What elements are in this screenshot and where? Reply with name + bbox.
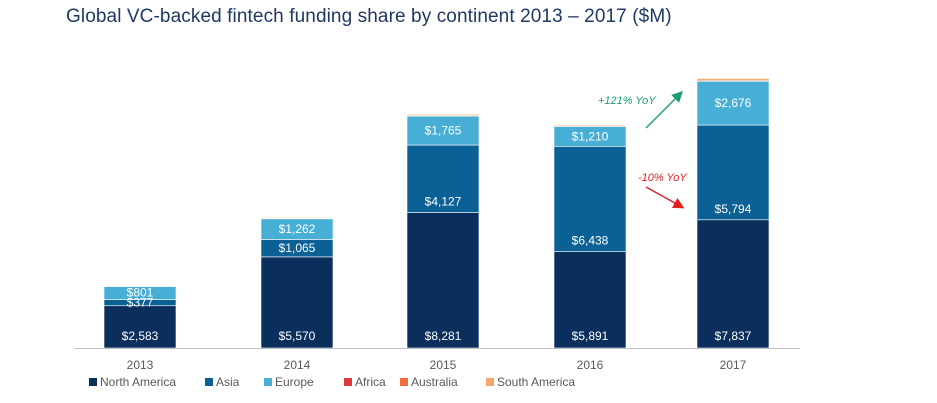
data-label-north-america-2014: $5,570 xyxy=(279,329,316,343)
bar-asia-2016 xyxy=(553,146,627,252)
annotation-europe-yoy: +121% YoY xyxy=(598,95,656,107)
chart-title: Global VC-backed fintech funding share b… xyxy=(66,6,672,27)
data-label-europe-2013: $801 xyxy=(127,285,154,299)
bar-south-america-2014 xyxy=(260,217,334,219)
legend-swatch-asia xyxy=(205,378,213,386)
legend-label-africa: Africa xyxy=(355,375,386,389)
data-label-north-america-2017: $7,837 xyxy=(715,329,752,343)
legend-swatch-africa xyxy=(344,378,352,386)
annotation-europe-arrow xyxy=(645,91,683,129)
x-tick-label-2016: 2016 xyxy=(577,358,604,372)
legend-label-north-america: North America xyxy=(100,375,176,389)
data-label-asia-2015: $4,127 xyxy=(425,195,462,209)
data-label-asia-2014: $1,065 xyxy=(279,241,316,255)
x-tick-label-2017: 2017 xyxy=(720,358,747,372)
data-label-north-america-2015: $8,281 xyxy=(425,329,462,343)
bar-north-america-2017 xyxy=(696,219,770,349)
bar-europe-2015 xyxy=(406,115,480,146)
legend-swatch-europe xyxy=(264,378,272,386)
bar-south-america-2015 xyxy=(406,114,480,116)
data-label-asia-2013: $377 xyxy=(127,296,154,310)
bar-north-america-2013 xyxy=(103,305,177,349)
legend-swatch-australia xyxy=(400,378,408,386)
bar-asia-2017 xyxy=(696,124,770,221)
x-tick-label-2013: 2013 xyxy=(127,358,154,372)
bar-europe-2017 xyxy=(696,80,770,126)
bar-north-america-2015 xyxy=(406,212,480,349)
data-label-europe-2015: $1,765 xyxy=(425,124,462,138)
data-label-north-america-2013: $2,583 xyxy=(122,329,159,343)
legend-label-south-america: South America xyxy=(497,375,575,389)
data-label-asia-2017: $5,794 xyxy=(715,202,752,216)
data-label-europe-2014: $1,262 xyxy=(279,222,316,236)
data-label-europe-2016: $1,210 xyxy=(572,129,609,143)
legend-swatch-south-america xyxy=(486,378,494,386)
x-tick-label-2015: 2015 xyxy=(430,358,457,372)
bar-south-america-2016 xyxy=(553,124,627,127)
annotation-asia-arrow xyxy=(645,186,685,209)
data-label-asia-2016: $6,438 xyxy=(572,234,609,248)
legend-label-australia: Australia xyxy=(411,375,458,389)
data-label-europe-2017: $2,676 xyxy=(715,96,752,110)
annotation-asia-yoy: -10% YoY xyxy=(638,172,687,184)
bar-north-america-2014 xyxy=(260,256,334,349)
bar-asia-2015 xyxy=(406,144,480,213)
bar-north-america-2016 xyxy=(553,251,627,349)
data-label-north-america-2016: $5,891 xyxy=(572,329,609,343)
x-tick-label-2014: 2014 xyxy=(284,358,311,372)
bar-south-america-2017 xyxy=(696,78,770,81)
legend-label-europe: Europe xyxy=(275,375,314,389)
legend-swatch-north-america xyxy=(89,378,97,386)
legend-label-asia: Asia xyxy=(216,375,240,389)
